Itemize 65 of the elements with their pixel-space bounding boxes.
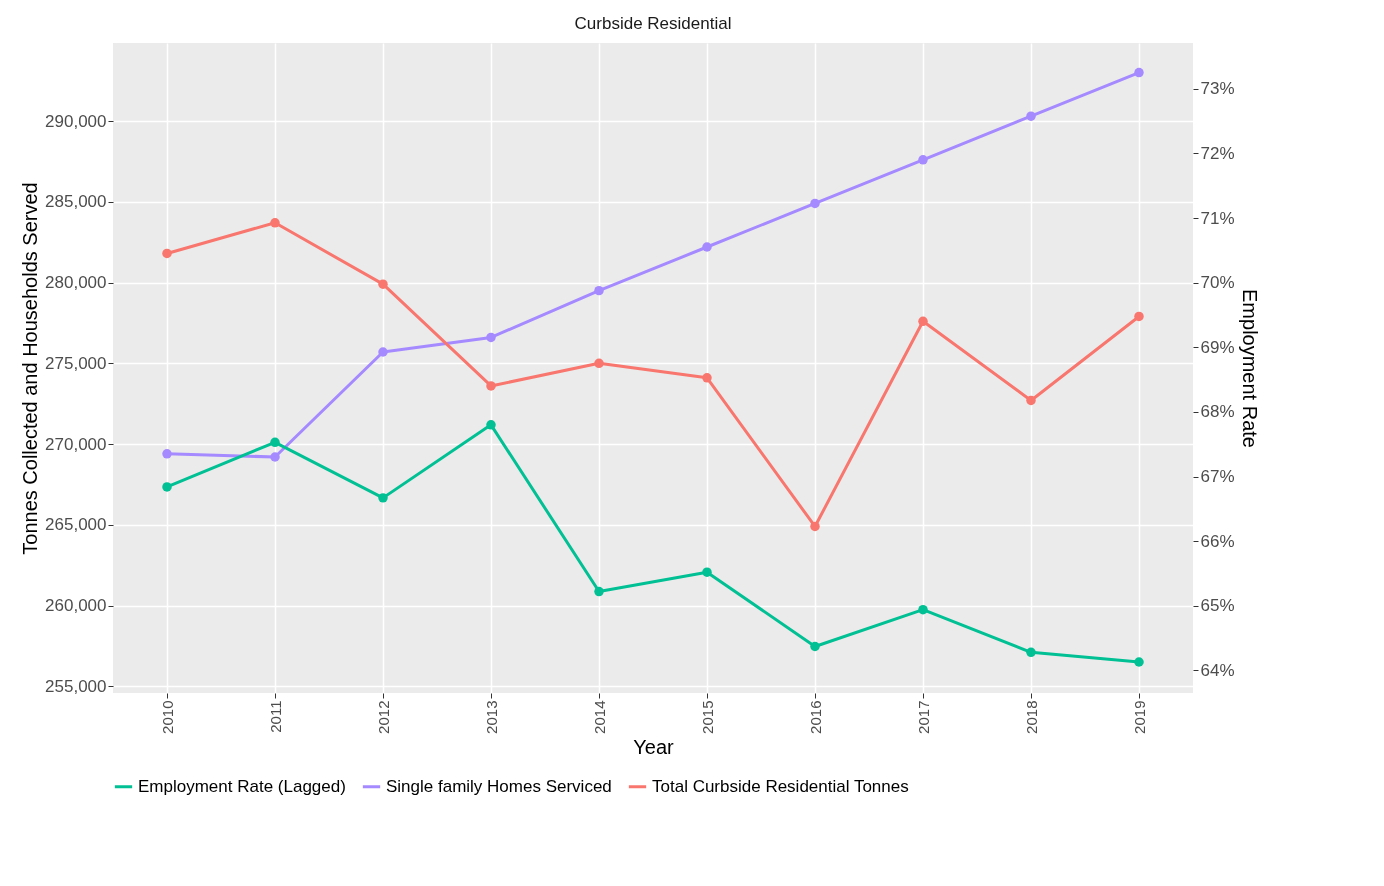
point xyxy=(918,155,928,165)
point xyxy=(162,482,172,492)
legend-label: Employment Rate (Lagged) xyxy=(138,776,346,796)
point xyxy=(486,381,496,391)
x-axis-title: Year xyxy=(633,735,675,758)
x-tick-label: 2019 xyxy=(1130,700,1148,734)
y2-tick-label: 69% xyxy=(1200,337,1235,357)
point xyxy=(1134,67,1144,78)
point xyxy=(594,285,604,296)
x-tick-label: 2013 xyxy=(482,700,500,734)
x-tick-label: 2010 xyxy=(158,700,176,734)
point xyxy=(1134,657,1144,667)
point xyxy=(1026,111,1036,121)
y2-tick-label: 66% xyxy=(1200,531,1235,551)
point xyxy=(702,567,712,577)
point xyxy=(270,218,280,228)
y2-tick-label: 64% xyxy=(1200,660,1235,680)
y-tick-label: 265,000 xyxy=(45,515,107,535)
y-tick-label: 255,000 xyxy=(45,676,107,696)
point xyxy=(378,493,388,503)
point xyxy=(594,586,604,597)
point xyxy=(810,198,820,209)
x-tick-label: 2016 xyxy=(806,700,824,734)
y-tick-label: 275,000 xyxy=(45,353,107,373)
point xyxy=(918,316,928,327)
point xyxy=(810,641,820,652)
point xyxy=(486,420,496,430)
y-tick-label: 270,000 xyxy=(45,434,107,454)
x-tick-label: 2012 xyxy=(374,700,392,734)
point xyxy=(1134,311,1144,322)
point xyxy=(810,521,820,532)
y-tick-label: 290,000 xyxy=(45,111,107,131)
y-tick-label: 280,000 xyxy=(45,273,107,293)
y2-tick-label: 68% xyxy=(1200,402,1235,422)
y2-tick-label: 70% xyxy=(1200,273,1235,293)
point xyxy=(270,437,280,448)
y-tick-label: 260,000 xyxy=(45,596,107,616)
point xyxy=(702,373,712,383)
y-tick-label: 285,000 xyxy=(45,192,107,212)
point xyxy=(162,248,172,259)
point xyxy=(594,358,604,369)
x-tick-label: 2018 xyxy=(1022,700,1040,734)
chart-title: Curbside Residential xyxy=(574,14,732,33)
legend-label: Single family Homes Serviced xyxy=(386,776,612,796)
y2-tick-label: 73% xyxy=(1200,79,1235,99)
y2-tick-label: 71% xyxy=(1200,208,1235,228)
x-tick-label: 2015 xyxy=(698,700,716,734)
legend-label: Total Curbside Residential Tonnes xyxy=(652,776,909,796)
x-tick-label: 2014 xyxy=(590,700,608,734)
point xyxy=(162,449,172,459)
y2-tick-label: 67% xyxy=(1200,467,1235,487)
y2-tick-label: 65% xyxy=(1200,596,1235,616)
y-axis-title: Tonnes Collected and Households Served xyxy=(19,182,42,555)
point xyxy=(378,347,388,357)
point xyxy=(378,279,388,289)
y2-axis-title: Employment Rate xyxy=(1238,289,1261,448)
y2-tick-label: 72% xyxy=(1200,143,1235,163)
point xyxy=(702,242,712,252)
x-tick-label: 2017 xyxy=(914,700,932,734)
x-tick-label: 2011 xyxy=(266,700,284,733)
point xyxy=(918,604,928,615)
point xyxy=(270,452,280,462)
point xyxy=(1026,395,1036,406)
point xyxy=(486,332,496,343)
point xyxy=(1026,647,1036,658)
